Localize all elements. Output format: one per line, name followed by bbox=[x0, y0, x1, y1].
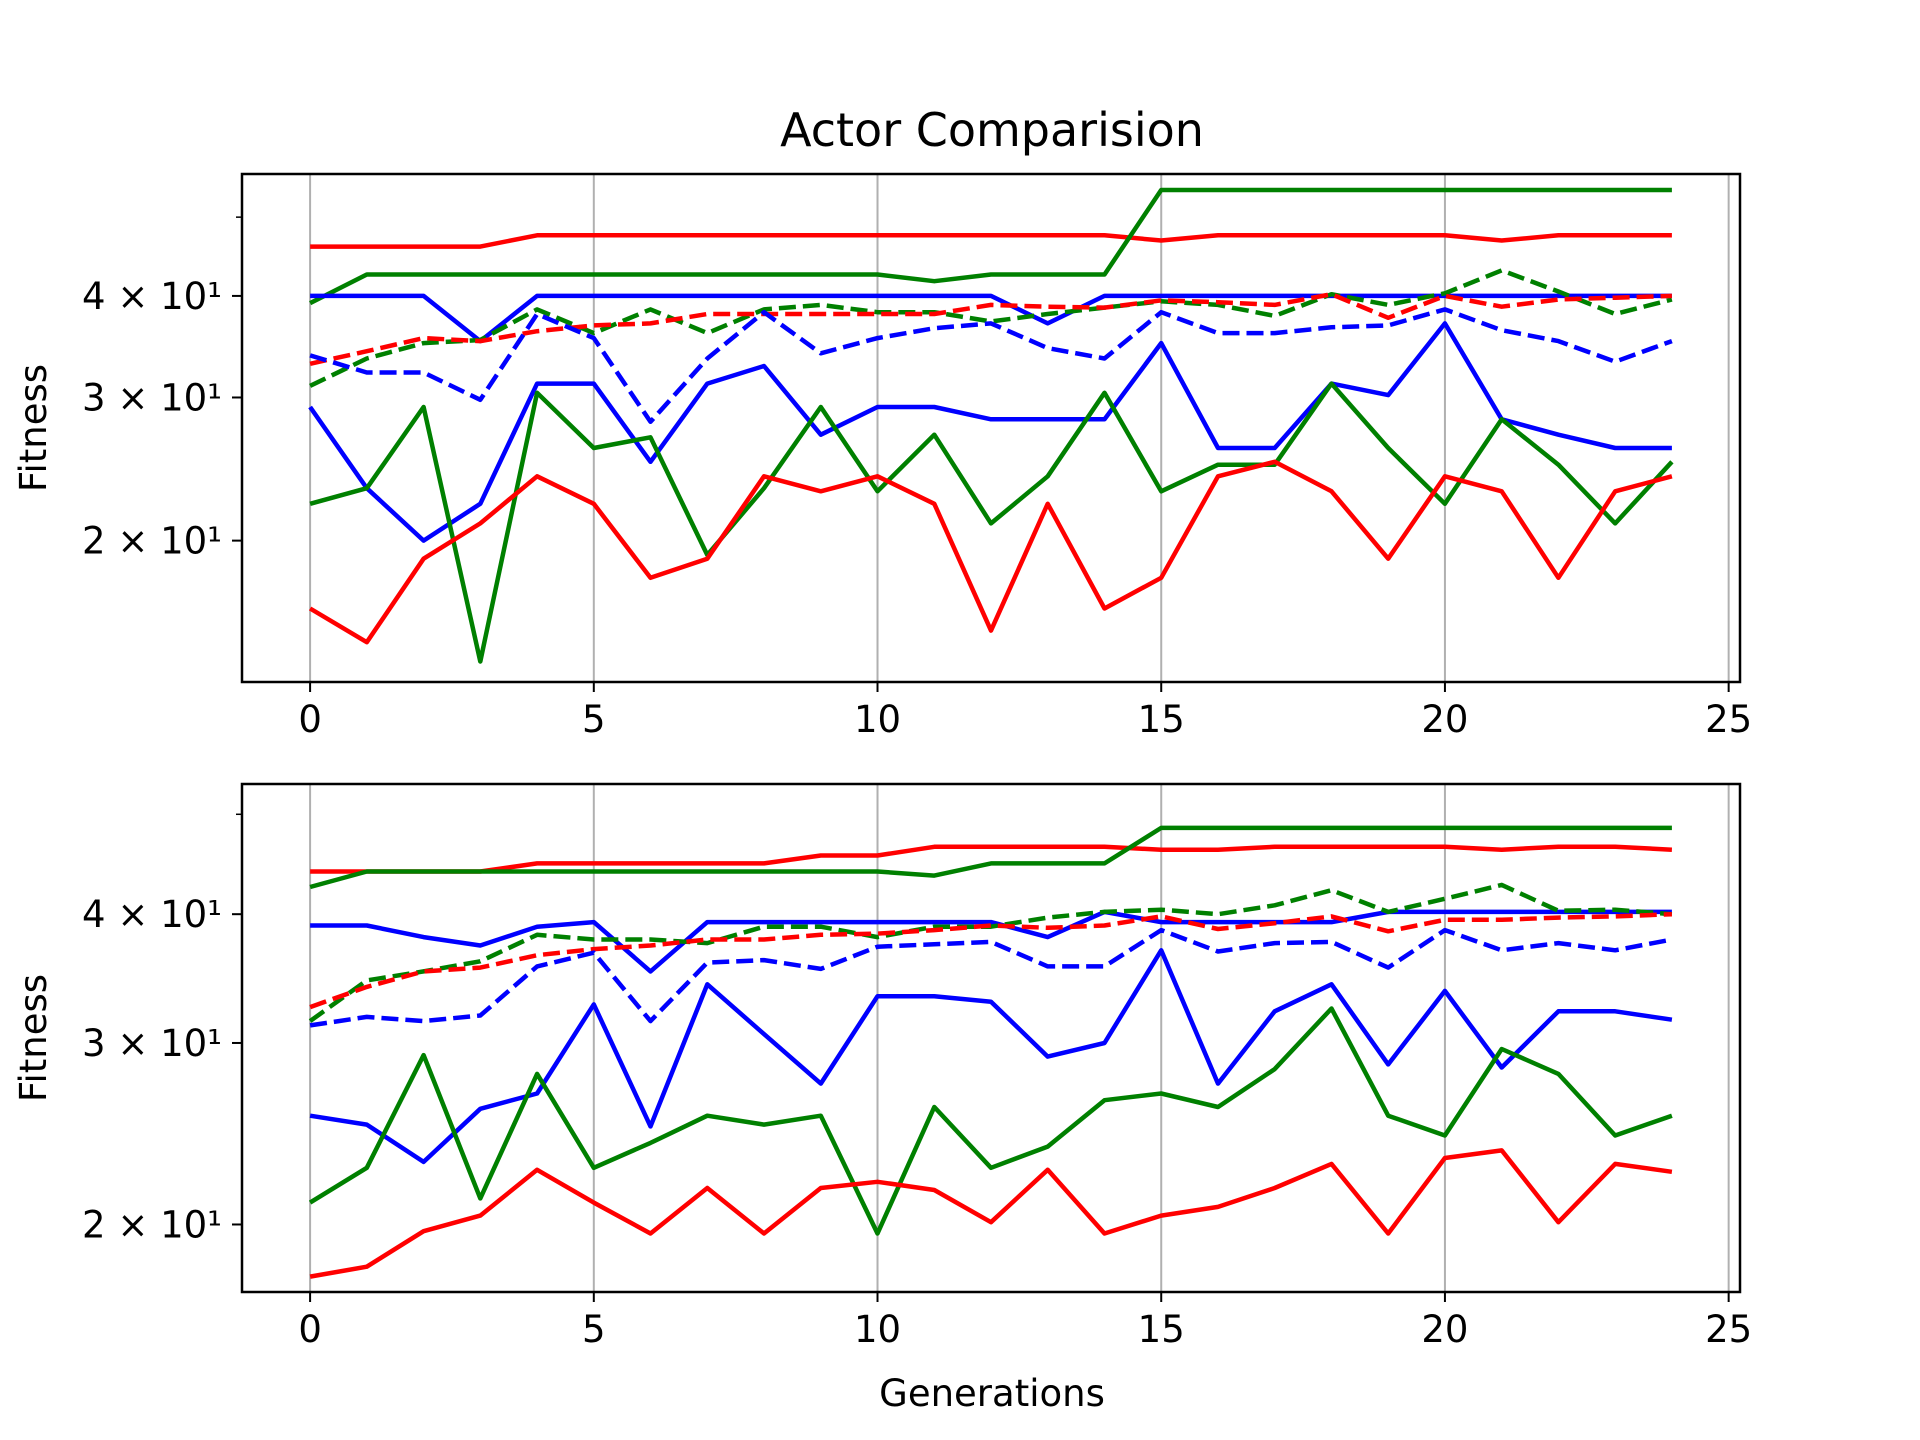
series-line-9 bbox=[309, 1148, 1673, 1279]
bottom-panel: 0 5 10 15 20 25 2 × 10¹ 3 × 10¹ 4 × 10¹ Fitness bbox=[12, 782, 1752, 1351]
top-panel: 0 5 10 15 20 25 2 × 10¹ 3 × 10¹ 4 × 10¹ Fitness bbox=[12, 172, 1752, 741]
series-line-7 bbox=[309, 948, 1673, 1165]
series-group bbox=[308, 187, 1674, 664]
y-tick-label: 3 × 10¹ bbox=[82, 376, 222, 419]
series-line-6 bbox=[309, 927, 1673, 1028]
series-group bbox=[308, 825, 1673, 1279]
y-axis-label: Fitness bbox=[12, 364, 55, 492]
series-line-9 bbox=[308, 459, 1673, 645]
x-tick-label: 20 bbox=[1421, 698, 1468, 741]
series-line-4 bbox=[309, 268, 1673, 388]
x-tick-label: 0 bbox=[298, 698, 322, 741]
series-line-5 bbox=[309, 291, 1672, 366]
series-line-8 bbox=[309, 381, 1674, 664]
y-tick-label: 4 × 10¹ bbox=[82, 275, 222, 318]
series-line-1 bbox=[310, 844, 1673, 874]
series-line-3 bbox=[310, 293, 1672, 344]
series-line-2 bbox=[309, 187, 1672, 306]
series-line-2 bbox=[309, 825, 1672, 890]
x-tick-label: 5 bbox=[582, 698, 606, 741]
series-line-8 bbox=[308, 1006, 1673, 1236]
series-line-6 bbox=[309, 307, 1673, 425]
x-tick-label: 5 bbox=[582, 1308, 606, 1351]
x-tick-label: 25 bbox=[1705, 1308, 1752, 1351]
y-tick-label: 3 × 10¹ bbox=[82, 1022, 222, 1065]
x-tick-label: 10 bbox=[854, 698, 901, 741]
axes-frame bbox=[240, 172, 1742, 684]
y-tick-label: 4 × 10¹ bbox=[82, 893, 222, 936]
y-tick-label: 2 × 10¹ bbox=[82, 520, 222, 563]
y-axis-label: Fitness bbox=[12, 974, 55, 1102]
x-tick-label: 15 bbox=[1138, 1308, 1185, 1351]
series-line-7 bbox=[308, 321, 1672, 543]
x-axis-label: Generations bbox=[879, 1372, 1105, 1415]
x-tick-label: 10 bbox=[854, 1308, 901, 1351]
x-tick-label: 25 bbox=[1705, 698, 1752, 741]
series-line-4 bbox=[308, 882, 1673, 1023]
x-tick-label: 20 bbox=[1421, 1308, 1468, 1351]
x-tick-label: 15 bbox=[1138, 698, 1185, 741]
x-tick-label: 0 bbox=[298, 1308, 322, 1351]
y-tick-label: 2 × 10¹ bbox=[82, 1203, 222, 1246]
series-line-1 bbox=[310, 233, 1672, 249]
chart-title: Actor Comparision bbox=[780, 103, 1204, 157]
axes-frame bbox=[240, 782, 1742, 1294]
series-line-3 bbox=[310, 909, 1672, 974]
